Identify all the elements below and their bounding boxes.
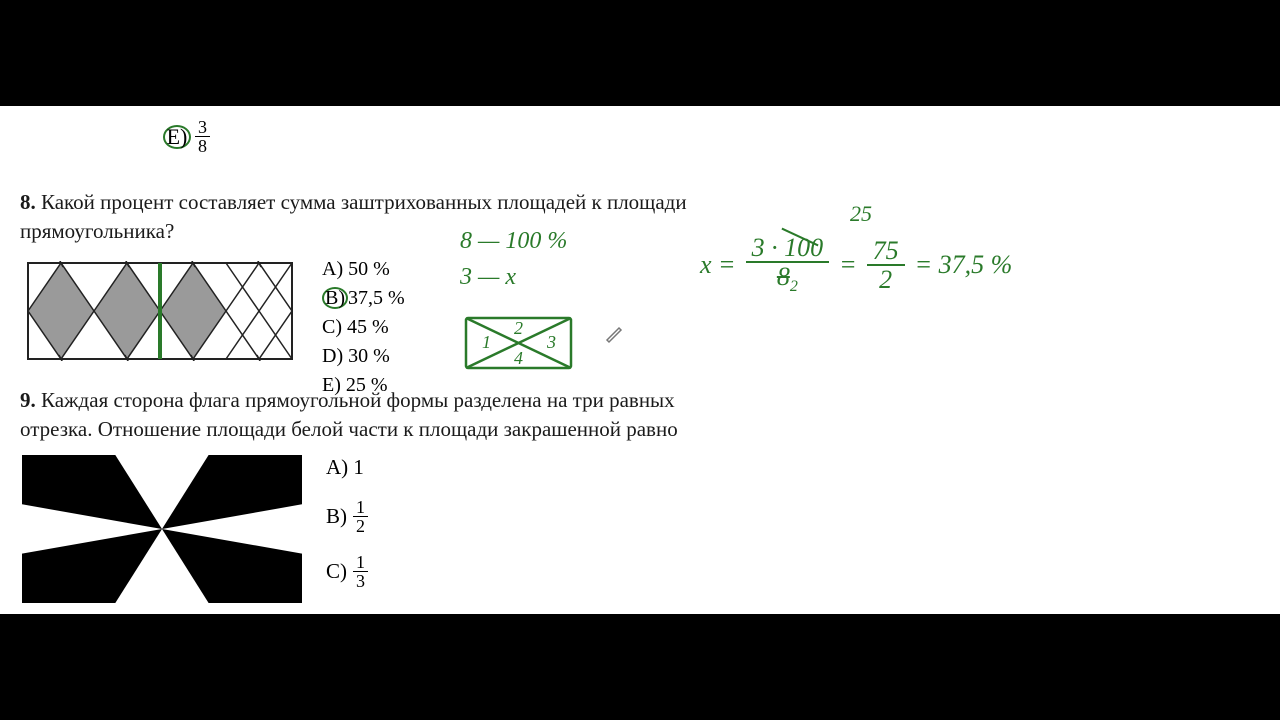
question-9: 9. Каждая сторона флага прямоугольной фо…: [20, 386, 800, 608]
q9-figure: [22, 455, 302, 608]
hw-fraction-2: 75 2: [867, 239, 905, 292]
q8-option-b: B)37,5 %: [322, 284, 405, 313]
handwriting-line1: 8 — 100 %: [460, 228, 567, 255]
q9-options: A) 1 B) 1 2 C) 1 3: [326, 455, 368, 608]
svg-text:4: 4: [514, 348, 523, 368]
q8-option-a: A) 50 %: [322, 255, 405, 284]
q9-option-a: A) 1: [326, 455, 368, 480]
q8-option-d: D) 30 %: [322, 342, 405, 371]
q9-flag-diagram: [22, 455, 302, 603]
svg-text:2: 2: [514, 318, 523, 338]
prev-answer-fraction: 3 8: [195, 118, 210, 155]
q8-prompt: 8. Какой процент составляет сумма заштри…: [20, 188, 1260, 247]
q8-option-c: C) 45 %: [322, 313, 405, 342]
document-page: E) 3 8 8. Какой процент составляет сумма…: [0, 106, 1280, 614]
q9-option-c: C) 1 3: [326, 553, 368, 590]
q8-options: A) 50 % B)37,5 % C) 45 % D) 30 % E) 25 %: [322, 255, 405, 400]
q9-prompt: 9. Каждая сторона флага прямоугольной фо…: [20, 386, 800, 445]
question-8: 8. Какой процент составляет сумма заштри…: [20, 188, 1260, 400]
prev-answer-fragment: E) 3 8: [163, 118, 210, 155]
q8-rectangle-diagram: [26, 261, 294, 361]
handwriting-equation: x = 3 · 100 82 = 75 2 = 37,5 %: [700, 236, 1012, 295]
q8-figure: [26, 261, 294, 400]
handwriting-line2: 3 — x: [460, 264, 516, 291]
q9-option-b: B) 1 2: [326, 498, 368, 535]
pen-cursor-icon: [605, 324, 625, 349]
handwriting-sketch: 1 2 3 4: [462, 314, 582, 379]
handwriting-annotation-25: 25: [850, 201, 872, 227]
svg-text:3: 3: [546, 332, 556, 352]
answer-letter-circled: E): [163, 125, 191, 149]
svg-text:1: 1: [482, 332, 491, 352]
hw-fraction-1: 3 · 100 82: [746, 236, 830, 295]
